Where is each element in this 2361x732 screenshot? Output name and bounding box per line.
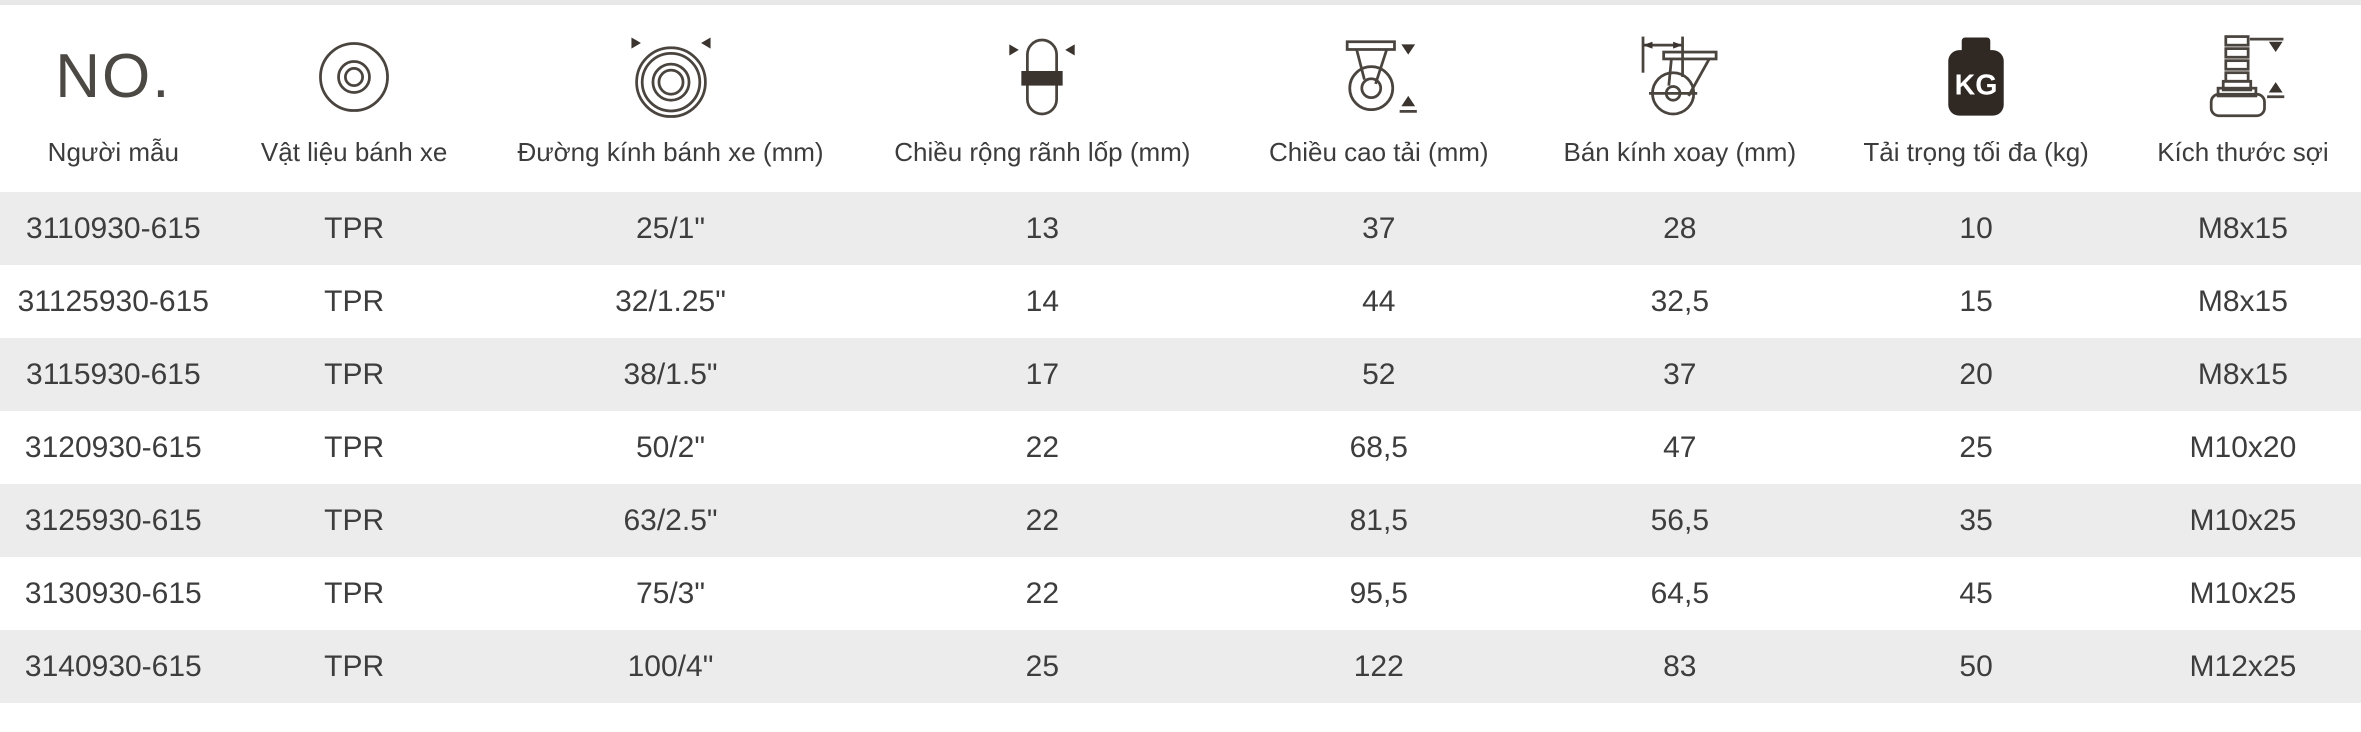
table-row: 31125930-615 TPR 32/1.25" 14 44 32,5 15 … (0, 265, 2361, 338)
cell-max-load: 50 (1959, 649, 1993, 683)
cell-diameter: 75/3" (635, 576, 706, 610)
cell-thread-size: M12x25 (2189, 649, 2297, 683)
cell-thread-size: M10x25 (2189, 576, 2297, 610)
cell-tread-width: 25 (1025, 649, 1060, 683)
column-label-max-load: Tải trọng tối đa (kg) (1863, 137, 2089, 167)
wheel-icon (319, 42, 390, 112)
cell-material: TPR (324, 649, 385, 683)
thread-size-icon (2209, 35, 2285, 118)
cell-load-height: 37 (1362, 211, 1396, 245)
swivel-radius-icon (1641, 36, 1718, 116)
cell-max-load: 25 (1959, 430, 1993, 464)
column-header-swivel-radius: Bán kính xoay (mm) (1532, 5, 1827, 192)
cell-thread-size: M10x20 (2189, 430, 2297, 464)
cell-max-load: 10 (1959, 211, 1993, 245)
cell-model: 31125930-615 (17, 284, 209, 318)
cell-load-height: 81,5 (1349, 503, 1408, 537)
cell-swivel-radius: 56,5 (1650, 503, 1709, 537)
cell-model: 3130930-615 (24, 576, 202, 610)
cell-diameter: 100/4" (627, 649, 714, 683)
cell-diameter: 50/2" (635, 430, 706, 464)
column-label-tread-width: Chiều rộng rãnh lốp (mm) (894, 137, 1191, 167)
column-label-wheel-material: Vật liệu bánh xe (260, 137, 448, 167)
kg-icon-label: KG (1955, 70, 1998, 102)
column-header-wheel-diameter: Đường kính bánh xe (mm) (482, 5, 860, 192)
cell-swivel-radius: 37 (1663, 357, 1697, 391)
column-label-load-height: Chiều cao tải (mm) (1268, 137, 1489, 167)
cell-tread-width: 22 (1025, 503, 1060, 537)
cell-model: 3140930-615 (24, 649, 202, 683)
cell-tread-width: 13 (1025, 211, 1060, 245)
cell-tread-width: 22 (1025, 430, 1060, 464)
column-label-thread-size: Kích thước sợi (2157, 137, 2329, 167)
top-divider (0, 0, 2361, 5)
cell-diameter: 32/1.25" (615, 284, 726, 318)
cell-diameter: 38/1.5" (623, 357, 718, 391)
cell-thread-size: M10x25 (2189, 503, 2297, 537)
cell-max-load: 45 (1959, 576, 1993, 610)
column-header-tread-width: Chiều rộng rãnh lốp (mm) (859, 5, 1225, 192)
cell-model: 3120930-615 (24, 430, 202, 464)
cell-thread-size: M8x15 (2197, 357, 2288, 391)
cell-load-height: 68,5 (1349, 430, 1408, 464)
cell-load-height: 44 (1362, 284, 1396, 318)
cell-tread-width: 14 (1025, 284, 1060, 318)
column-label-model: Người mẫu (47, 137, 179, 167)
column-header-load-height: Chiều cao tải (mm) (1225, 5, 1532, 192)
cell-max-load: 15 (1959, 284, 1993, 318)
table-row: 3110930-615 TPR 25/1" 13 37 28 10 M8x15 (0, 192, 2361, 265)
column-header-model: NO. Người mẫu (0, 5, 227, 192)
cell-swivel-radius: 32,5 (1650, 284, 1709, 318)
cell-swivel-radius: 28 (1663, 211, 1697, 245)
cell-swivel-radius: 64,5 (1650, 576, 1709, 610)
table-row: 3120930-615 TPR 50/2" 22 68,5 47 25 M10x… (0, 411, 2361, 484)
load-height-icon (1345, 40, 1417, 113)
table-body: 3110930-615 TPR 25/1" 13 37 28 10 M8x15 … (0, 192, 2361, 703)
cell-load-height: 52 (1362, 357, 1396, 391)
cell-model: 3115930-615 (26, 357, 201, 391)
column-label-wheel-diameter: Đường kính bánh xe (mm) (517, 137, 824, 167)
wheel-diameter-icon (630, 37, 711, 118)
cell-tread-width: 22 (1025, 576, 1060, 610)
cell-thread-size: M8x15 (2197, 211, 2288, 245)
table-row: 3140930-615 TPR 100/4" 25 122 83 50 M12x… (0, 630, 2361, 703)
cell-swivel-radius: 47 (1663, 430, 1697, 464)
cell-material: TPR (324, 503, 385, 537)
table-row: 3115930-615 TPR 38/1.5" 17 52 37 20 M8x1… (0, 338, 2361, 411)
table-header-row: NO. Người mẫu Vật liệu bánh xe (0, 5, 2361, 192)
max-load-kg-icon: KG (1948, 37, 2004, 116)
cell-load-height: 122 (1353, 649, 1404, 683)
cell-material: TPR (324, 357, 385, 391)
cell-material: TPR (324, 211, 385, 245)
cell-max-load: 35 (1959, 503, 1993, 537)
cell-thread-size: M8x15 (2197, 284, 2288, 318)
column-label-swivel-radius: Bán kính xoay (mm) (1563, 137, 1797, 167)
column-header-thread-size: Kích thước sợi (2125, 5, 2361, 192)
cell-tread-width: 17 (1025, 357, 1060, 391)
cell-material: TPR (324, 576, 385, 610)
cell-diameter: 25/1" (635, 211, 706, 245)
cell-material: TPR (324, 284, 385, 318)
tread-width-icon (1009, 38, 1076, 116)
cell-diameter: 63/2.5" (623, 503, 718, 537)
column-header-max-load: KG Tải trọng tối đa (kg) (1827, 5, 2124, 192)
table-row: 3130930-615 TPR 75/3" 22 95,5 64,5 45 M1… (0, 557, 2361, 630)
column-header-wheel-material: Vật liệu bánh xe (227, 5, 482, 192)
cell-load-height: 95,5 (1349, 576, 1408, 610)
cell-max-load: 20 (1959, 357, 1993, 391)
cell-model: 3125930-615 (24, 503, 202, 537)
cell-model: 3110930-615 (26, 211, 201, 245)
no-heading: NO. (55, 31, 171, 123)
cell-material: TPR (324, 430, 385, 464)
cell-swivel-radius: 83 (1663, 649, 1697, 683)
table-row: 3125930-615 TPR 63/2.5" 22 81,5 56,5 35 … (0, 484, 2361, 557)
no-heading-text: NO. (55, 42, 172, 111)
